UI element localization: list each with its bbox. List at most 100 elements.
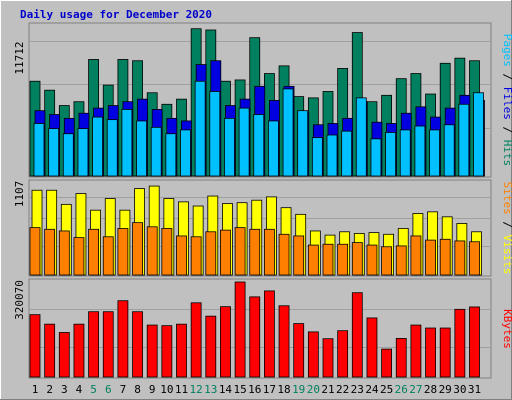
bar-pages-day-1	[33, 123, 45, 177]
x-label-day-21: 21	[321, 383, 334, 396]
legend-part: /	[501, 120, 512, 140]
bar-pages-day-22	[341, 130, 353, 177]
bar-pages-day-13	[209, 91, 221, 177]
bar-kbytes-day-6	[102, 311, 114, 378]
bar-sites-day-15	[234, 227, 246, 276]
bar-sites-day-27	[410, 235, 422, 276]
legend-part: Files	[501, 87, 512, 120]
bar-kbytes-day-20	[307, 331, 319, 378]
bar-sites-day-24	[366, 244, 378, 276]
bar-pages-day-28	[429, 129, 440, 177]
bar-kbytes-day-2	[44, 323, 56, 378]
bar-kbytes-day-15	[234, 281, 246, 378]
x-label-day-20: 20	[307, 383, 320, 396]
bar-kbytes-day-13	[205, 315, 217, 378]
bar-kbytes-day-25	[381, 348, 393, 378]
bar-kbytes-day-29	[439, 327, 451, 378]
x-label-day-27: 27	[409, 383, 422, 396]
bar-kbytes-day-31	[469, 306, 480, 378]
x-label-day-16: 16	[248, 383, 261, 396]
bar-pages-day-15	[238, 107, 250, 177]
x-label-day-26: 26	[395, 383, 408, 396]
bar-sites-day-4	[73, 237, 85, 276]
bar-pages-day-26	[399, 129, 411, 177]
bar-pages-day-18	[282, 88, 294, 177]
legend-part: KBytes	[501, 309, 512, 349]
bar-pages-day-3	[62, 133, 74, 177]
bar-sites-day-23	[351, 242, 363, 276]
bar-pages-day-7	[121, 109, 133, 177]
legend-part: /	[501, 67, 512, 87]
bar-sites-day-29	[439, 238, 451, 276]
legend-sites-visits: Sites / Visits	[501, 182, 512, 275]
x-axis-labels: 1 2 3 4 5 6 7 8 9 10 11 12 13 14 15 16 17 18 19 20 21 22 23 24 2…	[32, 383, 481, 396]
bar-sites-day-16	[249, 228, 261, 276]
bar-kbytes-day-1	[29, 314, 41, 378]
bar-sites-day-12	[190, 236, 202, 276]
bar-kbytes-day-11	[176, 323, 187, 378]
bar-pages-day-14	[224, 117, 235, 177]
bar-kbytes-day-10	[161, 325, 173, 378]
x-label-day-4: 4	[76, 383, 83, 396]
x-label-day-11: 11	[175, 383, 188, 396]
bar-sites-day-17	[263, 228, 275, 276]
bar-sites-day-1	[29, 227, 41, 276]
bar-sites-day-14	[220, 229, 231, 276]
x-label-day-19: 19	[292, 383, 305, 396]
x-label-day-30: 30	[453, 383, 466, 396]
x-label-day-6: 6	[105, 383, 112, 396]
bar-sites-day-21	[322, 243, 334, 276]
legend-part: Visits	[501, 235, 512, 275]
bar-sites-day-22	[337, 243, 349, 276]
bar-sites-day-5	[88, 228, 99, 276]
x-label-day-13: 13	[204, 383, 217, 396]
bar-kbytes-day-12	[190, 302, 202, 378]
bar-pages-day-9	[150, 126, 162, 177]
bar-sites-day-28	[425, 239, 436, 276]
bar-sites-day-26	[395, 245, 407, 276]
bar-sites-day-8	[132, 222, 143, 276]
legend-part: /	[501, 215, 512, 235]
x-label-day-7: 7	[120, 383, 127, 396]
bar-pages-day-19	[297, 110, 309, 177]
bar-kbytes-day-8	[132, 311, 143, 378]
bar-kbytes-day-24	[366, 317, 378, 378]
bar-pages-day-8	[136, 120, 147, 177]
bar-pages-day-16	[253, 114, 265, 177]
x-label-day-29: 29	[439, 383, 452, 396]
x-label-day-22: 22	[336, 383, 349, 396]
x-label-day-15: 15	[233, 383, 246, 396]
bar-sites-day-31	[469, 241, 480, 276]
bar-kbytes-day-9	[146, 324, 158, 378]
bar-pages-day-29	[443, 124, 455, 177]
bar-kbytes-day-22	[337, 330, 349, 378]
bar-pages-day-17	[267, 120, 279, 177]
bar-sites-day-19	[293, 235, 305, 276]
bar-kbytes-day-26	[395, 338, 407, 378]
legend-kbytes: KBytes	[501, 309, 512, 349]
x-label-day-3: 3	[61, 383, 68, 396]
x-label-day-31: 31	[468, 383, 481, 396]
bar-pages-day-24	[370, 138, 382, 177]
bar-pages-day-4	[77, 128, 89, 177]
bar-kbytes-day-3	[58, 332, 70, 378]
bar-sites-day-11	[176, 235, 187, 276]
bar-pages-day-25	[385, 132, 397, 177]
bar-sites-day-7	[117, 228, 129, 276]
bar-kbytes-day-18	[278, 305, 290, 378]
bar-sites-day-25	[381, 246, 393, 276]
bar-kbytes-day-16	[249, 296, 261, 378]
bar-pages-day-21	[326, 134, 338, 177]
x-label-day-25: 25	[380, 383, 393, 396]
bar-kbytes-day-14	[220, 306, 231, 378]
legend-part: Hits	[501, 140, 512, 167]
bar-kbytes-day-21	[322, 338, 334, 378]
bar-pages-day-30	[458, 103, 470, 177]
bar-sites-day-2	[44, 228, 56, 276]
bars-layer	[29, 28, 485, 378]
bar-kbytes-day-7	[117, 300, 129, 378]
x-label-day-2: 2	[46, 383, 53, 396]
bar-kbytes-day-19	[293, 323, 305, 378]
